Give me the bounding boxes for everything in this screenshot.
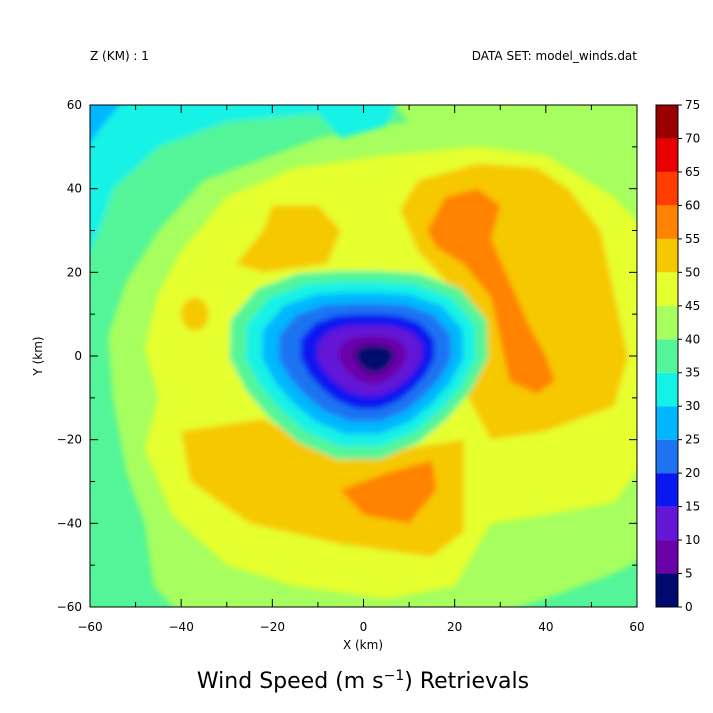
colorbar-frame	[655, 104, 679, 608]
x-tick-label: −20	[260, 620, 285, 634]
contour-band	[518, 561, 637, 607]
contour-field	[90, 105, 637, 607]
contour-band	[90, 105, 397, 252]
y-axis: −60 −40 −20 0 20 40 60	[57, 98, 637, 614]
colorbar-swatch	[656, 573, 678, 607]
colorbar-label: 5	[685, 567, 693, 581]
level-label: Z (KM) : 1	[90, 49, 149, 63]
colorbar-swatch	[656, 171, 678, 206]
colorbar: 0 5 10 15 20 25 30 35 40 45 50 55 60 65 70 75	[655, 98, 700, 614]
contour-band	[181, 297, 209, 331]
colorbar-swatch	[656, 305, 678, 340]
colorbar-swatch	[656, 540, 678, 574]
chart-title-superscript: −1	[384, 668, 405, 684]
y-axis-label: Y (km)	[31, 336, 45, 376]
colorbar-swatch	[656, 205, 678, 239]
colorbar-swatch	[656, 238, 678, 273]
colorbar-label: 55	[685, 232, 700, 246]
x-axis: −60 −40 −20 0 20 40 60	[77, 105, 645, 634]
x-tick-label: 60	[629, 620, 644, 634]
y-tick-label: 60	[67, 98, 82, 112]
colorbar-swatch	[656, 339, 678, 373]
contour-band	[355, 345, 394, 373]
colorbar-label: 40	[685, 332, 700, 346]
contour-band	[340, 460, 437, 524]
colorbar-label: 50	[685, 265, 700, 279]
x-tick-label: 0	[360, 620, 368, 634]
y-tick-label: −20	[57, 433, 82, 447]
y-tick-label: 20	[67, 265, 82, 279]
colorbar-swatch	[656, 138, 678, 172]
colorbar-label: 35	[685, 366, 700, 380]
colorbar-label: 25	[685, 433, 700, 447]
colorbar-label: 75	[685, 98, 700, 112]
x-tick-label: 40	[538, 620, 553, 634]
x-axis-label: X (km)	[343, 638, 383, 652]
colorbar-swatch	[656, 439, 678, 474]
y-tick-label: −40	[57, 516, 82, 530]
y-tick-label: 40	[67, 182, 82, 196]
chart-title-main: Wind Speed (m s	[197, 669, 384, 694]
contour-band	[90, 105, 120, 143]
chart-title-tail: ) Retrievals	[404, 669, 529, 694]
y-tick-label: −60	[57, 600, 82, 614]
contour-band	[235, 205, 341, 273]
colorbar-swatch	[656, 105, 678, 139]
colorbar-label: 70	[685, 131, 700, 145]
x-tick-label: −40	[169, 620, 194, 634]
dataset-label: DATA SET: model_winds.dat	[472, 49, 638, 63]
colorbar-label: 65	[685, 165, 700, 179]
colorbar-label: 15	[685, 500, 700, 514]
y-tick-label: 0	[74, 349, 82, 363]
x-tick-label: 20	[447, 620, 462, 634]
colorbar-label: 45	[685, 299, 700, 313]
chart-title: Wind Speed (m s−1) Retrievals	[197, 668, 529, 694]
colorbar-label: 30	[685, 399, 700, 413]
x-tick-label: −60	[77, 620, 102, 634]
colorbar-swatch	[656, 372, 678, 407]
colorbar-label: 20	[685, 466, 700, 480]
colorbar-swatch	[656, 272, 678, 306]
contour-band	[427, 188, 555, 394]
colorbar-label: 60	[685, 198, 700, 212]
colorbar-label: 10	[685, 533, 700, 547]
colorbar-swatch	[656, 506, 678, 541]
colorbar-label: 0	[685, 600, 693, 614]
colorbar-swatch	[656, 473, 678, 507]
colorbar-swatch	[656, 406, 678, 440]
